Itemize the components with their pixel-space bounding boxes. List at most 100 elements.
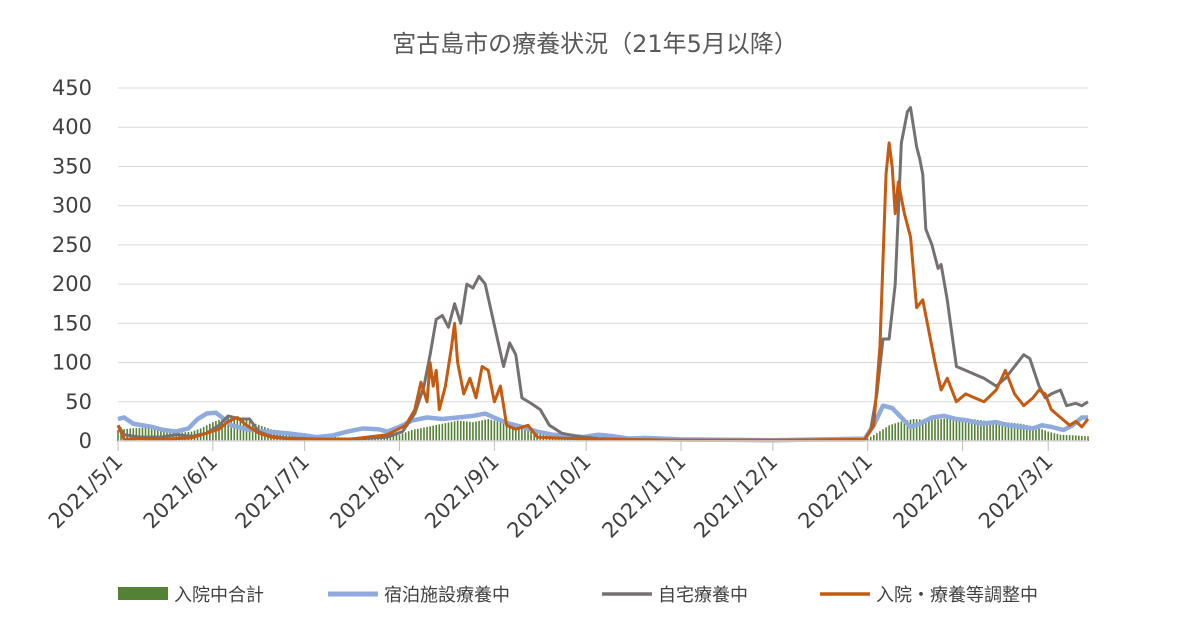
x-tick-label: 2021/6/1	[139, 450, 223, 534]
y-tick-label: 300	[52, 194, 92, 218]
bar-inpatient	[873, 434, 875, 441]
bar-inpatient	[879, 431, 881, 441]
x-tick-label: 2021/10/1	[503, 450, 596, 543]
bar-inpatient	[882, 429, 884, 441]
y-tick-label: 200	[52, 272, 92, 296]
bar-inpatient	[150, 428, 153, 441]
bar-inpatient	[866, 438, 869, 441]
bar-inpatient	[156, 429, 159, 441]
bar-inpatient	[441, 423, 444, 441]
x-tick-label: 2022/1/1	[794, 450, 878, 534]
series-lines	[116, 106, 1090, 443]
bar-inpatient	[946, 418, 949, 441]
bar-inpatient	[1022, 424, 1025, 441]
bar-inpatient	[1074, 435, 1077, 441]
bar-inpatient	[435, 424, 438, 441]
legend: 入院中合計 宿泊施設療養中 自宅療養中 入院・療養等調整中	[118, 585, 1038, 606]
bar-inpatient	[903, 420, 906, 441]
bar-inpatient	[961, 418, 964, 441]
bar-inpatient	[967, 418, 970, 441]
bar-inpatient	[1078, 435, 1080, 441]
bar-inpatient	[897, 422, 900, 441]
gridlines	[118, 87, 1088, 403]
bar-inpatient	[1035, 426, 1037, 441]
bar-inpatient	[178, 432, 180, 441]
bar-inpatient	[172, 432, 174, 441]
bar-inpatient	[138, 427, 141, 441]
bar-inpatient	[144, 427, 147, 441]
bar-inpatient	[469, 421, 471, 441]
bar-inpatient	[233, 417, 236, 441]
bar-inpatient	[490, 419, 493, 441]
x-tick-label: 2022/2/1	[888, 450, 972, 534]
bar-inpatient	[499, 422, 502, 441]
bar-inpatient	[533, 430, 535, 441]
legend-label: 入院中合計	[174, 585, 264, 606]
bar-inpatient	[885, 427, 887, 441]
bar-inpatient	[426, 426, 428, 441]
bar-inpatient	[888, 425, 890, 441]
bar-inpatient	[404, 432, 407, 441]
bar-inpatient	[980, 420, 982, 441]
bar-inpatient	[524, 427, 526, 441]
bar-inpatient	[876, 433, 878, 441]
y-tick-label: 100	[52, 351, 92, 375]
bar-inpatient	[462, 421, 465, 441]
bar-inpatient	[496, 421, 499, 441]
bar-inpatient	[952, 417, 955, 441]
y-tick-label: 450	[52, 76, 92, 100]
bar-inpatient	[141, 427, 144, 441]
x-tick-label: 2021/5/1	[44, 450, 128, 534]
bar-inpatient	[530, 429, 532, 441]
bar-inpatient	[1007, 422, 1010, 441]
bar-inpatient	[392, 435, 395, 441]
bar-inpatient	[432, 425, 434, 441]
bar-inpatient	[493, 420, 496, 441]
bar-inpatient	[925, 419, 927, 441]
bar-inpatient	[1019, 423, 1022, 441]
bar-inpatient	[891, 424, 893, 441]
bar-inpatient	[1013, 423, 1016, 441]
y-axis-ticks: 0 50 100 150 200 250 300 350 400 450	[52, 76, 92, 453]
bar-inpatient	[921, 419, 924, 441]
bar-inpatient	[291, 432, 294, 441]
bar-inpatient	[285, 431, 288, 441]
bar-inpatient	[1038, 428, 1040, 441]
bar-inpatient	[1059, 434, 1062, 441]
bar-inpatient	[1041, 429, 1043, 441]
bar-inpatient	[135, 428, 138, 441]
bar-inpatient	[502, 422, 505, 441]
legend-label: 入院・療養等調整中	[876, 585, 1038, 606]
y-tick-label: 250	[52, 233, 92, 257]
bar-inpatient	[456, 420, 459, 441]
bar-inpatient	[998, 421, 1001, 441]
bar-inpatient	[1016, 423, 1019, 441]
x-tick-label: 2021/9/1	[420, 450, 504, 534]
bar-inpatient	[175, 433, 177, 441]
bar-inpatient	[481, 420, 483, 441]
x-tick-label: 2021/11/1	[597, 450, 690, 543]
y-tick-label: 50	[65, 390, 92, 414]
bar-inpatient	[900, 421, 903, 441]
bar-inpatient	[527, 428, 529, 441]
bar-inpatient	[160, 430, 162, 441]
y-tick-label: 150	[52, 311, 92, 335]
x-tick-label: 2021/7/1	[231, 450, 315, 534]
x-tick-label: 2021/12/1	[689, 450, 782, 543]
bar-inpatient	[869, 436, 872, 441]
bar-inpatient	[1071, 435, 1074, 441]
bar-inpatient	[970, 419, 973, 441]
bar-inpatient	[429, 426, 431, 441]
bar-inpatient	[995, 421, 998, 441]
bar-inpatient	[928, 419, 930, 441]
bar-inpatient	[918, 419, 921, 441]
legend-label: 宿泊施設療養中	[384, 585, 510, 606]
bar-inpatient	[977, 419, 979, 441]
bar-inpatient	[288, 431, 291, 441]
bar-inpatient	[294, 432, 297, 441]
bar-inpatient	[410, 430, 413, 441]
bar-inpatient	[395, 435, 398, 441]
bar-inpatient	[450, 421, 453, 441]
bar-inpatient	[484, 419, 486, 441]
bar-inpatient	[505, 423, 508, 441]
